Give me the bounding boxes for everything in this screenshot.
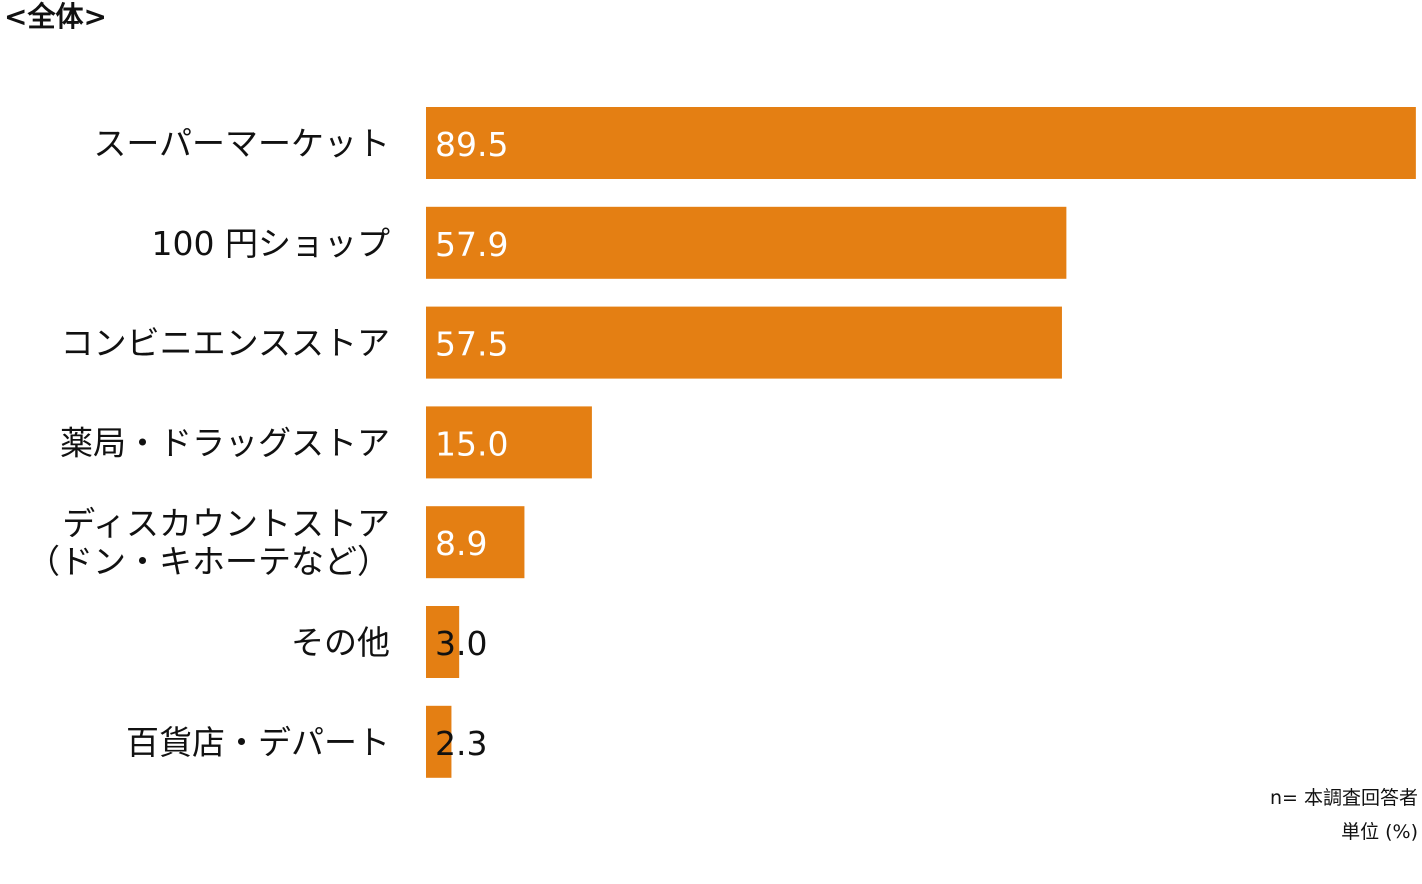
value-label-4: 8.9	[435, 524, 487, 563]
category-labels-group: スーパーマーケット 100 円ショップコンビニエンスストア薬局・ドラッグストアディ…	[27, 124, 390, 762]
category-label-0: スーパーマーケット	[93, 124, 390, 163]
bar-3	[426, 406, 592, 479]
category-label-5: その他	[291, 623, 390, 662]
bar-5	[426, 606, 460, 678]
bars-group	[426, 107, 1416, 778]
value-label-3: 15.0	[435, 424, 508, 463]
sample-note: n= 本調査回答者	[1269, 787, 1418, 809]
bar-0	[426, 107, 1416, 179]
category-label-4: ディスカウントストア（ドン・キホーテなど）	[27, 504, 390, 581]
bar-1	[426, 206, 1067, 279]
bar-2	[426, 306, 1062, 379]
unit-note: 単位 (%)	[1341, 821, 1418, 843]
category-label-2: コンビニエンスストア	[61, 324, 390, 363]
value-label-2: 57.5	[435, 325, 508, 364]
category-label-3: 薬局・ドラッグストア	[60, 423, 390, 462]
value-labels-group: 89.5 57.9 57.5 15.0 8.9 3.0 2.3	[435, 125, 508, 763]
chart-title: <全体>	[4, 0, 107, 33]
value-label-5: 3.0	[435, 624, 487, 663]
category-label-6: 百貨店・デパート	[126, 723, 390, 762]
value-label-6: 2.3	[435, 724, 487, 763]
bar-6	[426, 705, 452, 778]
value-label-0: 89.5	[435, 125, 508, 164]
bar-4	[426, 506, 525, 579]
category-label-1: 100 円ショップ	[152, 224, 390, 263]
value-label-1: 57.9	[435, 225, 508, 264]
